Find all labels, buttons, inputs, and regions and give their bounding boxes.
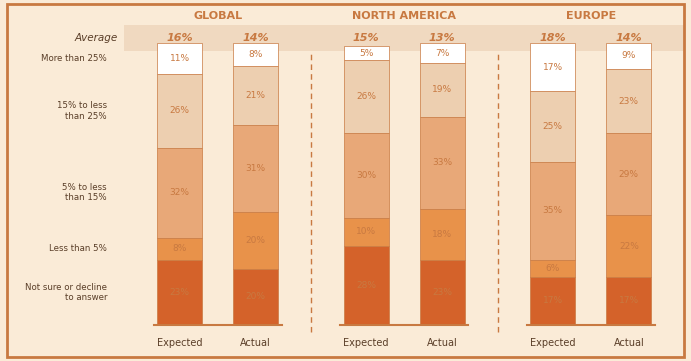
Text: 20%: 20% [246, 292, 265, 301]
Text: Expected: Expected [530, 338, 576, 348]
Bar [158, 43, 202, 74]
Bar [124, 25, 684, 51]
Text: 15%: 15% [353, 33, 379, 43]
Bar [233, 212, 278, 269]
Text: 14%: 14% [243, 33, 269, 43]
Bar [420, 43, 464, 63]
Text: 26%: 26% [357, 92, 376, 101]
Text: 5% to less
than 15%: 5% to less than 15% [62, 183, 107, 202]
Text: 13%: 13% [429, 33, 455, 43]
Bar [233, 269, 278, 325]
Text: 30%: 30% [356, 171, 377, 180]
Text: 28%: 28% [357, 281, 376, 290]
Text: EUROPE: EUROPE [566, 11, 616, 21]
Text: 22%: 22% [619, 242, 638, 251]
Bar [420, 117, 464, 209]
Bar [233, 43, 278, 66]
Bar [158, 148, 202, 238]
Bar [158, 260, 202, 325]
Bar [607, 69, 652, 134]
Text: 19%: 19% [432, 85, 453, 94]
Bar [233, 66, 278, 125]
Bar [420, 209, 464, 260]
Bar [343, 60, 388, 134]
Text: 16%: 16% [167, 33, 193, 43]
Bar [530, 162, 575, 260]
Text: 18%: 18% [540, 33, 566, 43]
Text: 23%: 23% [619, 96, 638, 105]
Bar [343, 46, 388, 60]
Text: 14%: 14% [616, 33, 642, 43]
Text: 23%: 23% [170, 288, 189, 297]
Text: 8%: 8% [173, 244, 187, 253]
Bar [420, 260, 464, 325]
Text: NORTH AMERICA: NORTH AMERICA [352, 11, 456, 21]
Bar [607, 277, 652, 325]
Text: 7%: 7% [435, 49, 449, 58]
Text: 5%: 5% [359, 49, 373, 58]
Text: More than 25%: More than 25% [41, 54, 107, 63]
Text: 18%: 18% [432, 230, 453, 239]
Text: 15% to less
than 25%: 15% to less than 25% [57, 101, 107, 121]
Bar [607, 215, 652, 277]
Text: 26%: 26% [170, 106, 189, 116]
Text: 17%: 17% [542, 63, 563, 72]
Text: 6%: 6% [546, 264, 560, 273]
Text: 31%: 31% [245, 164, 266, 173]
Text: 11%: 11% [169, 54, 190, 63]
Text: 25%: 25% [543, 122, 562, 131]
Text: Expected: Expected [343, 338, 389, 348]
Bar [420, 63, 464, 117]
Text: 17%: 17% [618, 296, 639, 305]
Text: 10%: 10% [356, 227, 377, 236]
Bar [530, 260, 575, 277]
Text: 9%: 9% [622, 52, 636, 61]
Text: Actual: Actual [427, 338, 457, 348]
Bar [530, 91, 575, 162]
Text: GLOBAL: GLOBAL [193, 11, 243, 21]
Text: 29%: 29% [619, 170, 638, 179]
Bar [233, 125, 278, 212]
Text: 17%: 17% [542, 296, 563, 305]
Text: Average: Average [74, 33, 117, 43]
Text: 35%: 35% [542, 206, 563, 216]
Text: 21%: 21% [246, 91, 265, 100]
Bar [530, 43, 575, 91]
Bar [607, 43, 652, 69]
Text: 32%: 32% [170, 188, 189, 197]
Bar [343, 218, 388, 246]
Text: 23%: 23% [433, 288, 452, 297]
Text: 33%: 33% [432, 158, 453, 168]
Text: 8%: 8% [249, 50, 263, 59]
Bar [343, 134, 388, 218]
Bar [158, 74, 202, 148]
Text: Less than 5%: Less than 5% [49, 244, 107, 253]
Bar [607, 134, 652, 215]
Text: Actual: Actual [240, 338, 271, 348]
Text: 20%: 20% [246, 236, 265, 245]
Bar [530, 277, 575, 325]
Text: Not sure or decline
to answer: Not sure or decline to answer [25, 283, 107, 302]
Text: Expected: Expected [157, 338, 202, 348]
Text: Actual: Actual [614, 338, 644, 348]
Bar [343, 246, 388, 325]
Bar [158, 238, 202, 260]
